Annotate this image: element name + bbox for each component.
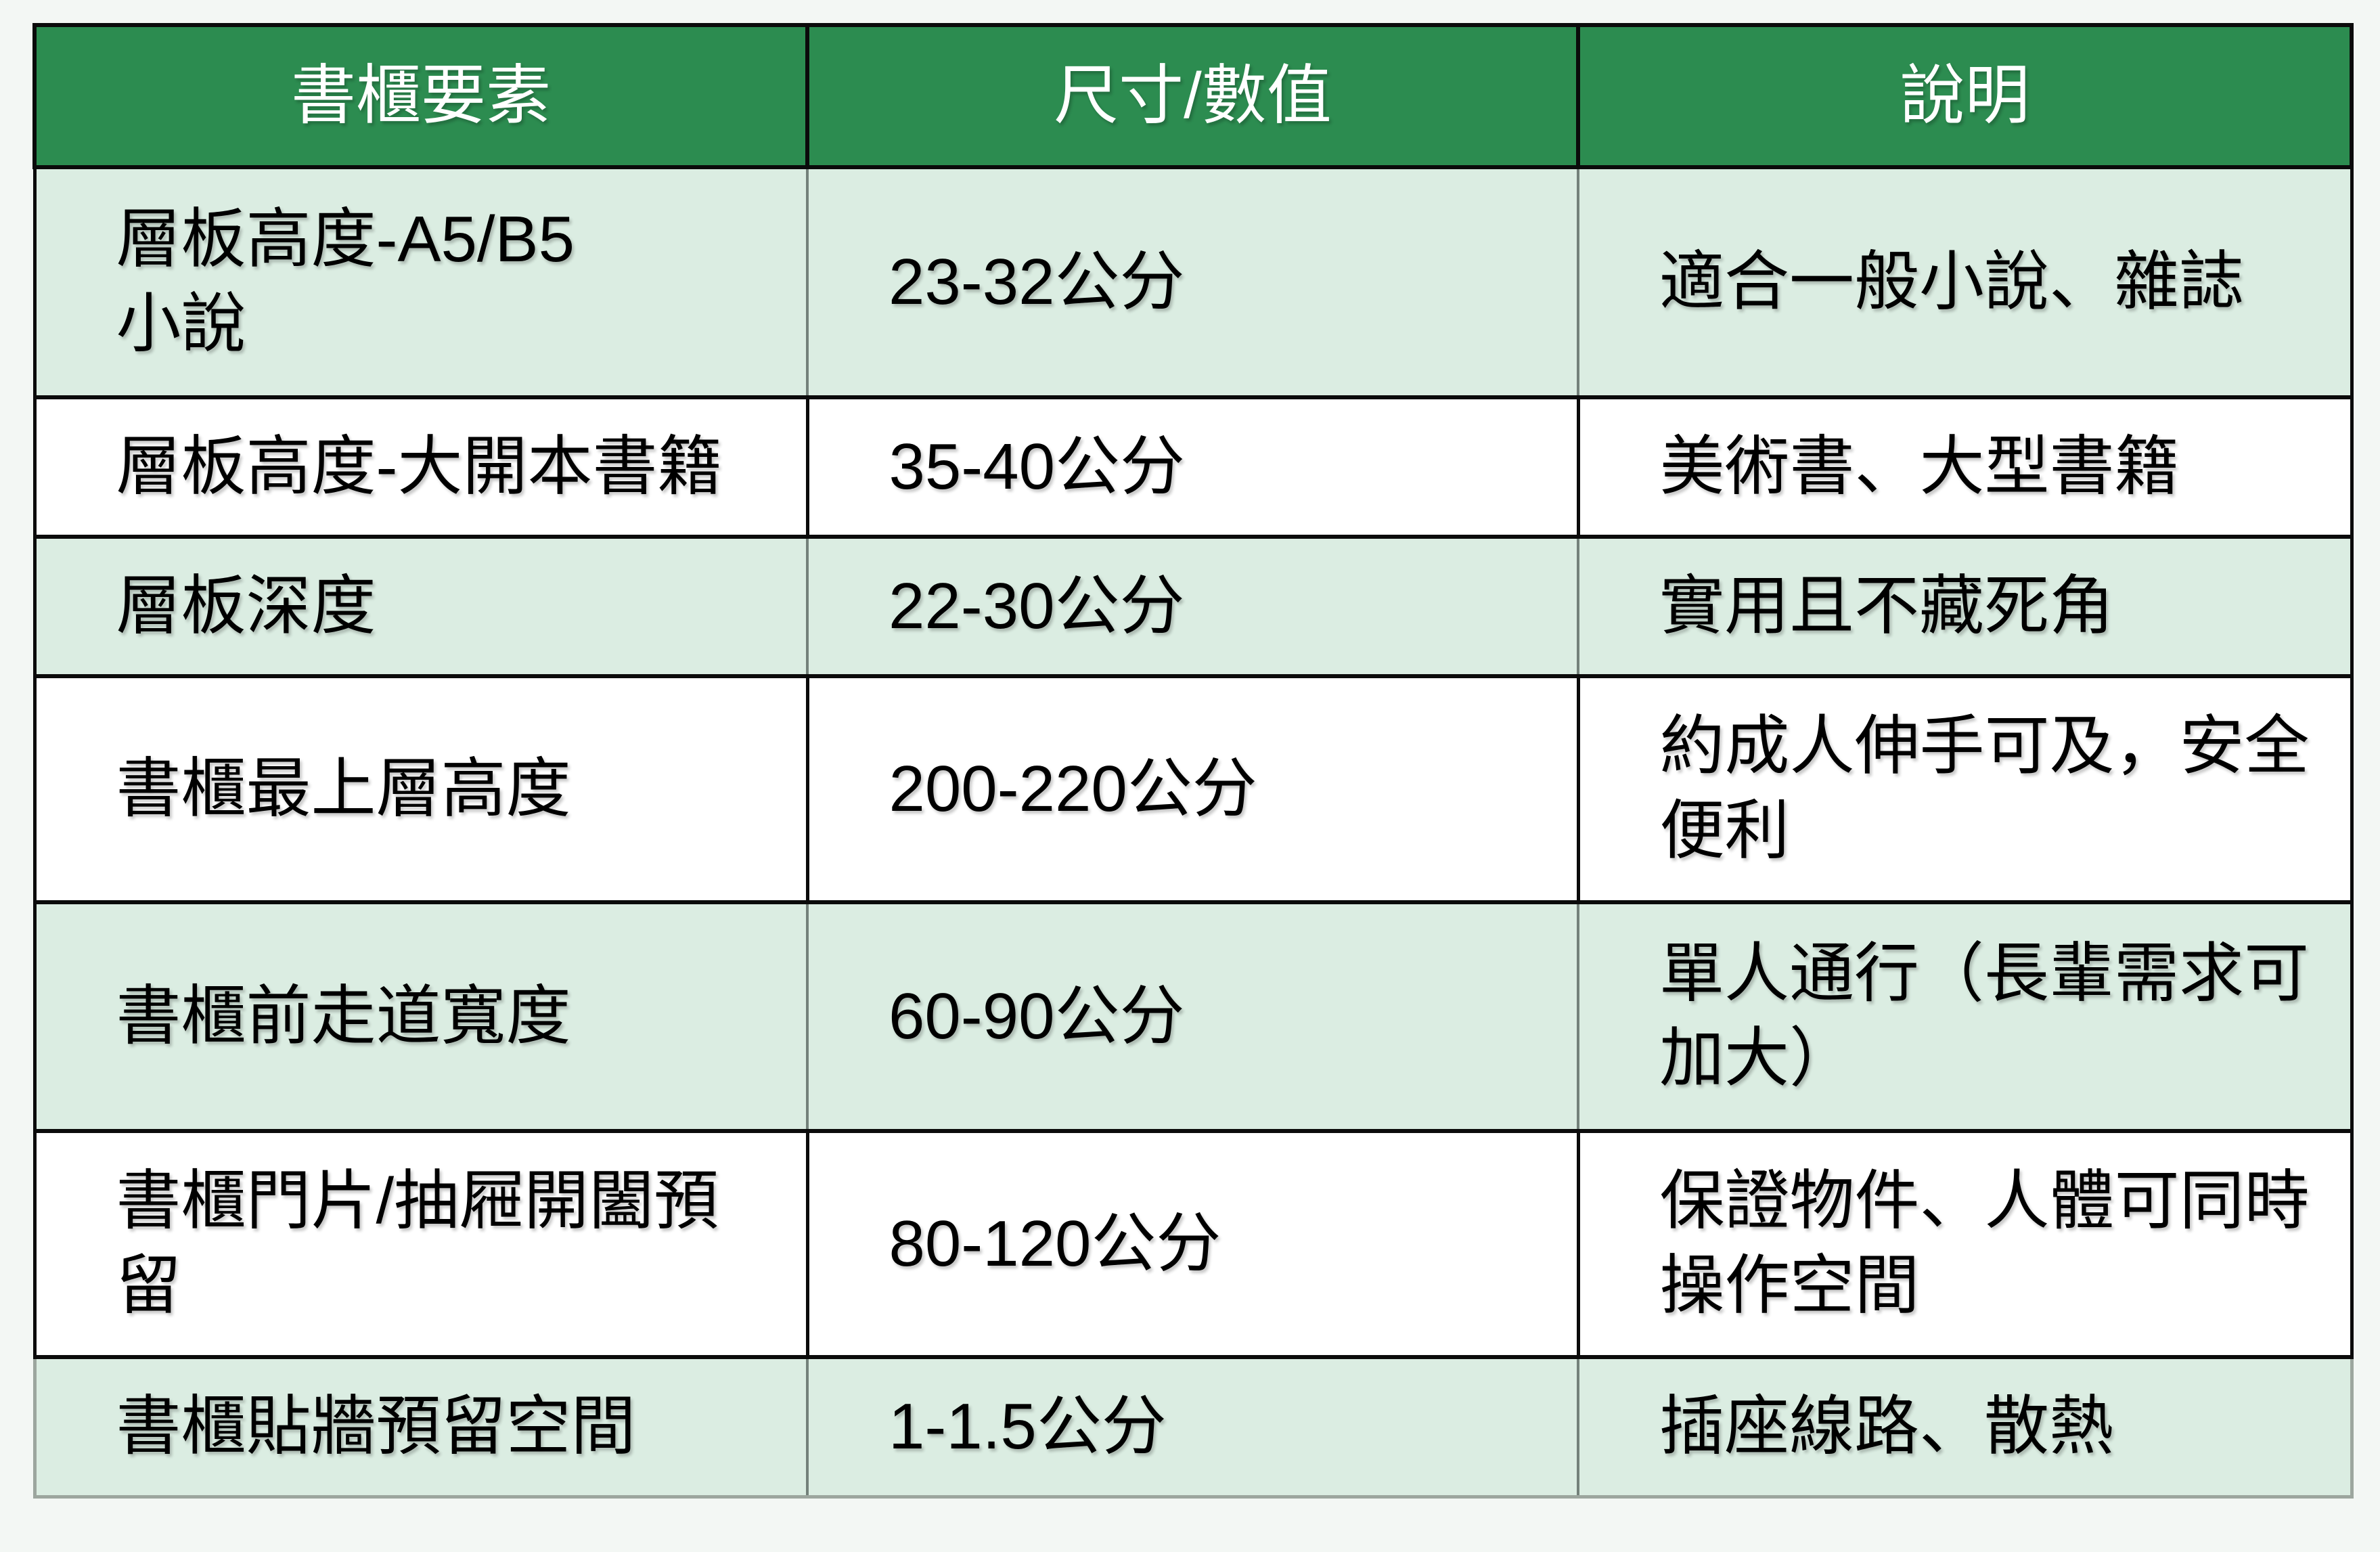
- table-row: 層板深度 22-30公分 實用且不藏死角: [32, 535, 2354, 678]
- description-cell: 約成人伸手可及，安全 便利: [1576, 674, 2354, 904]
- value-cell: 1-1.5公分: [806, 1355, 1579, 1499]
- description-cell: 插座線路、散熱: [1577, 1355, 2354, 1499]
- table-row: 層板高度-大開本書籍 35-40公分 美術書、大型書籍: [32, 395, 2354, 539]
- value-cell: 35-40公分: [805, 395, 1580, 539]
- description-cell: 單人通行（長輩需求可 加大）: [1577, 900, 2354, 1133]
- element-cell: 層板深度: [32, 535, 809, 678]
- element-cell: 書櫃貼牆預留空間: [32, 1355, 809, 1499]
- value-cell: 22-30公分: [806, 535, 1579, 678]
- description-cell: 適合一般小說、雜誌: [1577, 165, 2354, 399]
- header-row: 書櫃要素 尺寸/數值 說明: [32, 23, 2354, 169]
- value-cell: 200-220公分: [805, 674, 1580, 904]
- value-cell: 23-32公分: [806, 165, 1579, 399]
- header-value-column: 尺寸/數值: [805, 23, 1580, 169]
- table-row: 書櫃最上層高度 200-220公分 約成人伸手可及，安全 便利: [32, 674, 2354, 904]
- value-cell: 80-120公分: [805, 1129, 1580, 1359]
- element-cell: 書櫃門片/抽屜開闔預 留: [32, 1129, 809, 1359]
- table-row: 層板高度-A5/B5 小說 23-32公分 適合一般小說、雜誌: [32, 165, 2354, 399]
- element-cell: 層板高度-A5/B5 小說: [32, 165, 809, 399]
- description-cell: 實用且不藏死角: [1577, 535, 2354, 678]
- table-row: 書櫃門片/抽屜開闔預 留 80-120公分 保證物件、人體可同時 操作空間: [32, 1129, 2354, 1359]
- table-row: 書櫃貼牆預留空間 1-1.5公分 插座線路、散熱: [32, 1355, 2354, 1499]
- bookshelf-dimensions-table: 書櫃要素 尺寸/數值 說明 層板高度-A5/B5 小說 23-32公分 適合一般…: [32, 23, 2354, 1499]
- value-cell: 60-90公分: [806, 900, 1579, 1133]
- description-cell: 美術書、大型書籍: [1576, 395, 2354, 539]
- header-description-column: 說明: [1576, 23, 2354, 169]
- element-cell: 書櫃前走道寬度: [32, 900, 809, 1133]
- element-cell: 書櫃最上層高度: [32, 674, 809, 904]
- description-cell: 保證物件、人體可同時 操作空間: [1576, 1129, 2354, 1359]
- element-cell: 層板高度-大開本書籍: [32, 395, 809, 539]
- table-row: 書櫃前走道寬度 60-90公分 單人通行（長輩需求可 加大）: [32, 900, 2354, 1133]
- bookshelf-dimensions-table-wrap: 書櫃要素 尺寸/數值 說明 層板高度-A5/B5 小說 23-32公分 適合一般…: [32, 23, 2354, 1499]
- header-element-column: 書櫃要素: [32, 23, 809, 169]
